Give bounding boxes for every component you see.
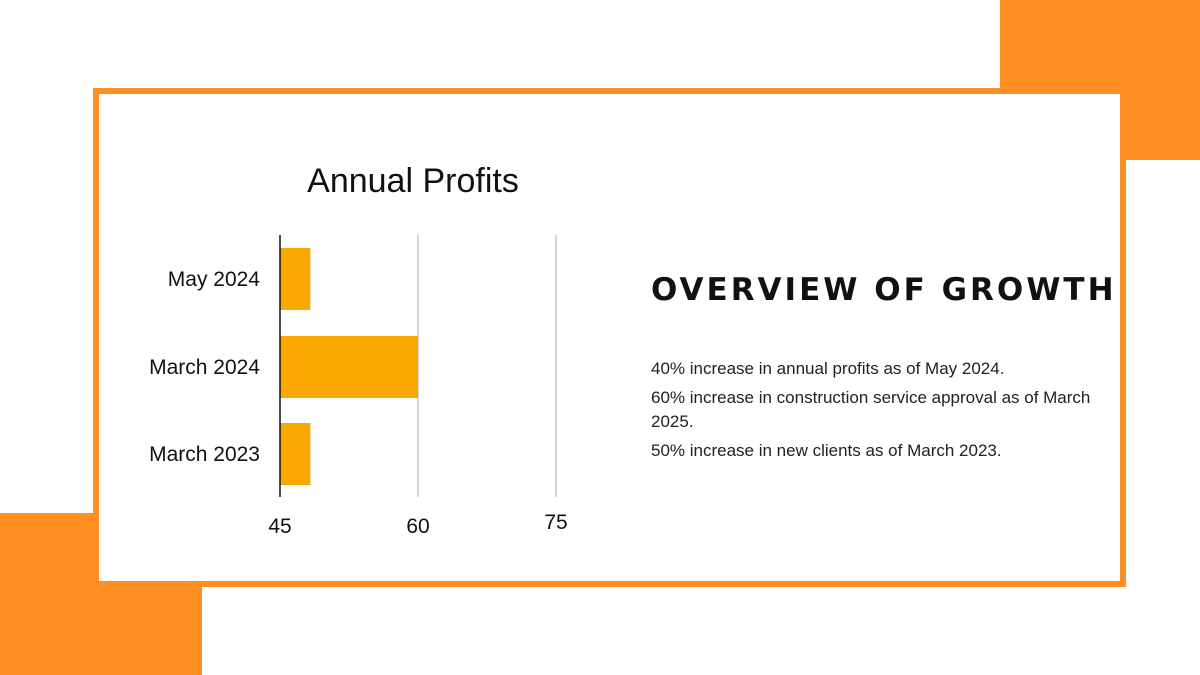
overview-point: 60% increase in construction service app… xyxy=(651,388,1091,431)
overview-point: 40% increase in annual profits as of May… xyxy=(651,359,1005,378)
bar xyxy=(280,423,311,485)
x-tick-label: 45 xyxy=(268,515,291,538)
overview-point: 50% increase in new clients as of March … xyxy=(651,441,1002,460)
category-label: March 2023 xyxy=(149,443,260,466)
category-label: March 2024 xyxy=(149,356,260,379)
overview-points: 40% increase in annual profits as of May… xyxy=(651,357,1091,468)
content-card xyxy=(93,88,1126,587)
overview-title: OVERVIEW OF GROWTH xyxy=(651,272,1117,308)
bar xyxy=(280,248,311,310)
category-label: May 2024 xyxy=(168,268,261,291)
x-tick-label: 75 xyxy=(544,511,567,534)
x-tick-label: 60 xyxy=(406,515,429,538)
bar xyxy=(280,336,418,398)
chart-title: Annual Profits xyxy=(307,162,519,200)
